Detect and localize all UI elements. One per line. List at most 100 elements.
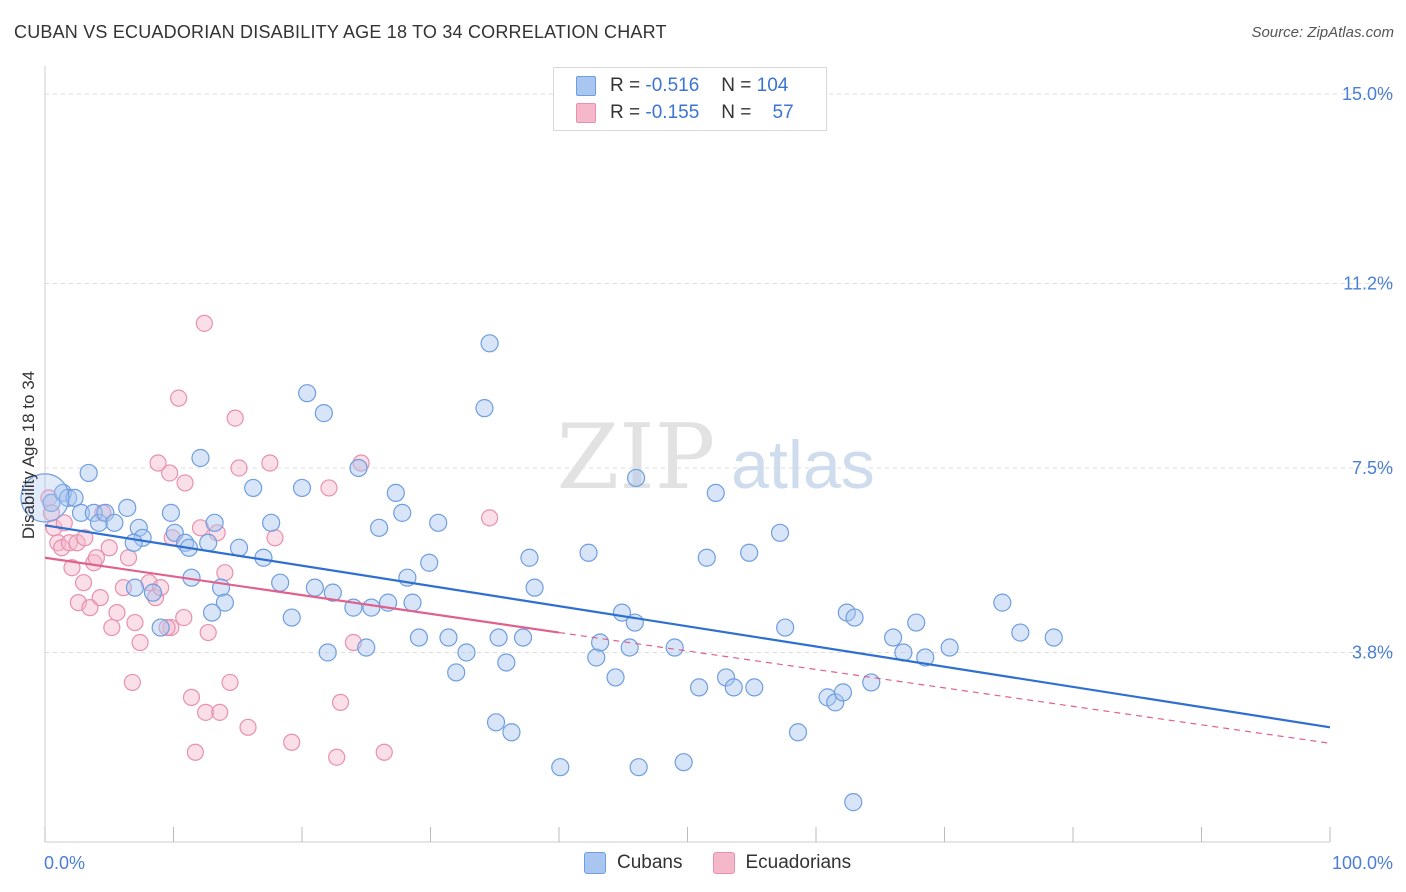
ecuadorians-swatch <box>712 852 735 874</box>
cubans-point-32 <box>271 573 290 592</box>
cubans-point-35 <box>298 384 317 403</box>
legend-item-ecuadorians[interactable]: Ecuadorians <box>712 852 852 874</box>
ecuadorians-point-16 <box>91 589 109 607</box>
cubans-point-71 <box>620 638 639 657</box>
ecuadorians-point-22 <box>126 613 144 632</box>
ecuadorians-swatch <box>576 103 596 123</box>
cubans-point-39 <box>323 583 342 602</box>
cubans-point-4 <box>71 503 91 522</box>
cubans-point-67 <box>587 648 606 667</box>
cubans-point-22 <box>191 448 210 468</box>
cubans-point-46 <box>386 483 405 503</box>
r-value: -0.155 <box>645 102 700 123</box>
cubans-point-69 <box>606 668 625 687</box>
cubans-point-37 <box>314 404 333 423</box>
cubans-point-97 <box>916 648 935 667</box>
cubans-point-55 <box>457 643 476 662</box>
cubans-point-57 <box>480 334 499 353</box>
ecuadorians-point-54 <box>331 693 350 711</box>
cubans-point-20 <box>151 618 170 637</box>
cubans-point-72 <box>626 468 646 488</box>
cubans-point-75 <box>665 638 684 657</box>
ecuadorians-point-20 <box>119 549 138 567</box>
cubans-point-13 <box>124 533 143 552</box>
cubans-point-92 <box>844 793 863 812</box>
ecuadorians-point-34 <box>176 474 194 492</box>
ecuadorians-point-29 <box>162 618 180 637</box>
cubans-point-19 <box>143 583 163 602</box>
cubans-point-68 <box>591 633 610 652</box>
n-label: N = <box>721 75 752 96</box>
series-legend: Cubans Ecuadorians <box>584 852 881 874</box>
cubans-trend-line <box>44 524 1331 729</box>
cubans-point-14 <box>161 503 181 522</box>
cubans-point-18 <box>125 578 145 597</box>
cubans-swatch <box>576 76 596 96</box>
ecuadorians-point-11 <box>74 574 93 592</box>
cubans-point-47 <box>393 503 412 522</box>
ecuadorians-trend-line <box>44 556 560 634</box>
cubans-point-29 <box>244 478 263 498</box>
cubans-point-8 <box>96 503 115 522</box>
watermark-zip: ZIP <box>557 405 716 510</box>
cubans-point-43 <box>362 598 381 617</box>
cubans-point-large <box>20 473 70 523</box>
cubans-point-28 <box>229 538 249 557</box>
ecuadorians-point-57 <box>375 743 393 761</box>
ecuadorians-point-18 <box>108 603 126 622</box>
cubans-point-3 <box>65 488 84 507</box>
cubans-point-51 <box>420 553 439 572</box>
cubans-point-34 <box>292 478 312 498</box>
legend-label-ecuadorians: Ecuadorians <box>745 852 852 873</box>
ecuadorians-point-24 <box>131 633 149 652</box>
cubans-point-78 <box>697 548 716 567</box>
cubans-point-66 <box>579 543 598 562</box>
n-label: N = <box>721 102 752 123</box>
ecuadorians-point-52 <box>320 479 338 497</box>
cubans-point-2 <box>59 488 78 507</box>
n-value: 57 <box>772 102 794 123</box>
cubans-point-49 <box>403 593 422 612</box>
cubans-point-94 <box>883 628 903 647</box>
r-value: -0.516 <box>645 75 700 96</box>
cubans-point-56 <box>475 399 494 418</box>
cubans-point-50 <box>409 628 429 647</box>
cubans-point-64 <box>525 578 544 597</box>
watermark-atlas: atlas <box>731 427 875 503</box>
cubans-point-31 <box>262 513 281 532</box>
cubans-point-74 <box>629 758 648 777</box>
cubans-point-88 <box>826 693 845 712</box>
ecuadorians-trend-dashed <box>558 631 1331 744</box>
cubans-point-44 <box>370 518 389 537</box>
cubans-point-41 <box>349 458 368 478</box>
cubans-point-91 <box>833 683 853 702</box>
cubans-point-65 <box>551 758 570 777</box>
ecuadorians-point-56 <box>352 454 370 472</box>
cubans-point-0 <box>42 493 61 512</box>
ecuadorians-point-45 <box>221 673 239 692</box>
cubans-point-7 <box>89 513 109 532</box>
stats-legend: R = -0.516 N = 104 R = -0.155 N = 57 <box>553 67 827 131</box>
legend-item-cubans[interactable]: Cubans <box>584 852 683 874</box>
ecuadorians-point-19 <box>100 539 118 557</box>
legend-row-cubans: R = -0.516 N = 104 <box>576 73 788 99</box>
watermark: ZIP atlas <box>557 405 875 510</box>
source-label: Source: ZipAtlas.com <box>1251 24 1394 41</box>
ecuadorians-point-48 <box>239 718 257 736</box>
ecuadorians-point-9 <box>76 529 94 547</box>
cubans-point-84 <box>770 523 790 542</box>
n-value: 104 <box>756 75 789 96</box>
cubans-point-33 <box>282 608 301 627</box>
cubans-swatch <box>584 852 606 874</box>
cubans-point-53 <box>439 628 458 647</box>
ecuadorians-point-44 <box>216 564 234 582</box>
ecuadorians-point-28 <box>161 464 179 482</box>
y-tick-label-3: 3.8% <box>1352 642 1393 662</box>
cubans-point-54 <box>447 663 466 682</box>
cubans-point-23 <box>199 533 218 552</box>
cubans-point-9 <box>105 513 124 532</box>
cubans-point-36 <box>305 578 324 597</box>
cubans-point-42 <box>357 638 376 657</box>
ecuadorians-point-49 <box>261 454 279 472</box>
cubans-point-5 <box>79 463 98 483</box>
